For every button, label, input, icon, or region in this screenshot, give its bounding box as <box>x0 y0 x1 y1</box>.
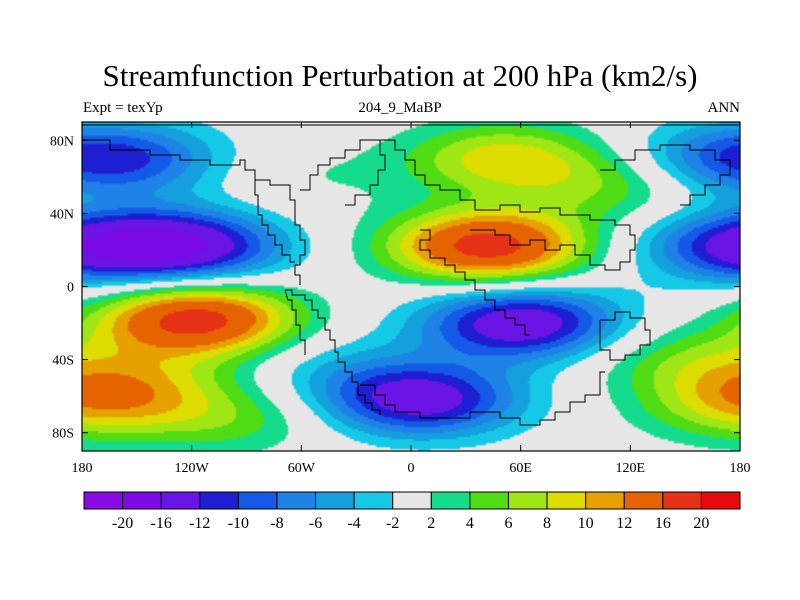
axis-ticks: 180 120W 60W 0 60E 120E 180 80N 40N 0 40S 80S <box>50 122 751 476</box>
colorbar-box <box>585 491 625 510</box>
run-label: 204_9_MaBP <box>358 100 442 116</box>
season-label: ANN <box>707 100 741 116</box>
colorbar-box <box>392 491 432 510</box>
coastline-antarctica <box>360 371 605 426</box>
colorbar-level-label: 16 <box>655 515 671 532</box>
coastline-south-america-west <box>284 289 306 355</box>
colorbar-box <box>122 491 162 510</box>
x-tick-label: 120W <box>175 461 210 476</box>
colorbar-level-label: 2 <box>427 515 435 532</box>
colorbar-level-label: -8 <box>270 515 283 532</box>
colorbar-level-label: -10 <box>228 515 249 532</box>
coastline-south-america <box>285 289 381 415</box>
colorbar-level-label: 10 <box>578 515 594 532</box>
colorbar-box <box>276 491 317 510</box>
colorbar-level-label: -20 <box>112 515 133 532</box>
x-tick-label: 120E <box>616 461 646 476</box>
colorbar-level-label: -4 <box>347 515 360 532</box>
contour-field <box>82 122 740 451</box>
x-tick-label: 60W <box>288 461 316 476</box>
colorbar-level-label: 12 <box>616 515 632 532</box>
chart-title: Streamfunction Perturbation at 200 hPa (… <box>102 58 698 93</box>
x-tick-label: 180 <box>72 461 93 476</box>
coastline-europe-africa <box>419 229 530 336</box>
coastline-north-america-west <box>254 180 295 263</box>
x-tick-label: 60E <box>509 461 532 476</box>
colorbar-labels: -20 -16 -12 -10 -8 -6 -4 -2 2 4 6 8 10 12 16 20 <box>112 515 709 532</box>
y-tick-label: 40N <box>50 207 74 222</box>
coastline-eurasia <box>380 139 636 271</box>
colorbar-level-label: -12 <box>189 515 210 532</box>
colorbar-level-label: 20 <box>693 515 709 532</box>
y-tick-label: 80S <box>52 427 74 442</box>
colorbar-box <box>700 491 741 510</box>
experiment-label: Expt = texYp <box>83 100 163 116</box>
colorbar-box <box>199 491 239 510</box>
colorbar-level-label: 4 <box>466 515 474 532</box>
coastline-asia-east <box>600 144 731 206</box>
colorbar-level-label: -2 <box>386 515 399 532</box>
colorbar-box <box>469 491 509 510</box>
colorbar-box <box>160 491 201 510</box>
colorbar-box <box>83 491 124 510</box>
colorbar-level-label: -16 <box>151 515 172 532</box>
coastline-greenland <box>300 139 386 206</box>
colorbar-box <box>662 491 702 510</box>
colorbar-box <box>353 491 394 510</box>
colorbar-level-label: 6 <box>504 515 512 532</box>
y-tick-label: 0 <box>67 281 74 296</box>
coastline-australia <box>599 311 651 361</box>
x-tick-label: 180 <box>730 461 751 476</box>
y-tick-label: 40S <box>52 354 74 369</box>
colorbar-box <box>430 491 471 510</box>
x-tick-label: 0 <box>408 461 415 476</box>
y-tick-label: 80N <box>50 134 74 149</box>
colorbar-box <box>237 491 278 510</box>
colorbar-level-label: 8 <box>543 515 551 532</box>
colorbar-level-label: -6 <box>309 515 322 532</box>
coastline-north-america <box>82 139 306 285</box>
colorbar-boxes <box>83 491 741 510</box>
colorbar-box <box>507 491 548 510</box>
colorbar-box <box>315 491 355 510</box>
colorbar-box <box>623 491 664 510</box>
colorbar-box <box>546 491 587 510</box>
